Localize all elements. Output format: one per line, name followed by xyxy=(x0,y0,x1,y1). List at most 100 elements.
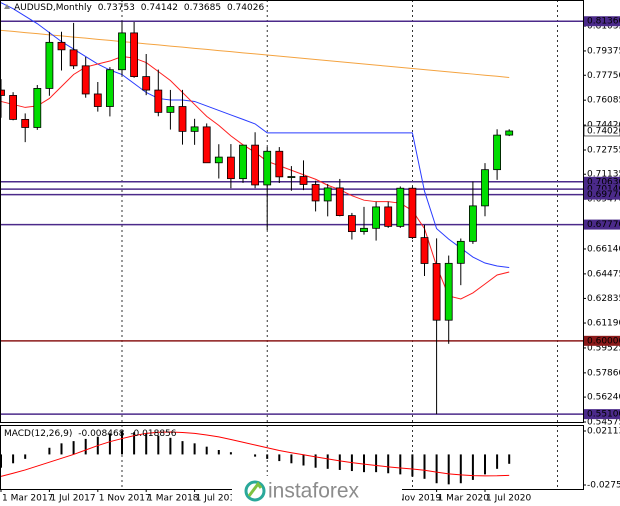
candle-body xyxy=(396,187,405,227)
x-tick-label: 1 Jul 2018 xyxy=(196,494,241,504)
candle-body xyxy=(21,118,30,128)
macd-signal-line xyxy=(0,431,510,477)
candle-body xyxy=(33,88,42,128)
candle-body xyxy=(57,41,66,51)
candle-body xyxy=(81,65,90,95)
header-icon xyxy=(4,4,10,9)
macd-y-tick-label: 0.021135 xyxy=(587,427,620,437)
candle-body xyxy=(505,130,514,136)
candle-body xyxy=(468,205,477,242)
y-tick-label: 0.72755 xyxy=(587,145,620,155)
candle-body xyxy=(372,206,381,229)
candle-body xyxy=(9,95,18,120)
chart-header: AUDUSD,Monthly 0.73753 0.74142 0.73685 0… xyxy=(14,3,264,13)
level-price-box xyxy=(584,184,620,195)
candle-body xyxy=(360,227,368,233)
x-tick-label: 1 Mar 2018 xyxy=(147,494,199,504)
header-low: 0.73685 xyxy=(184,3,221,13)
candle-body xyxy=(323,187,332,202)
macd-header: MACD(12,26,9) -0.008468 -0.018856 xyxy=(4,429,177,439)
candle-body xyxy=(311,184,320,202)
candle-body xyxy=(299,176,308,185)
y-tick-label: 0.64475 xyxy=(587,269,620,279)
x-tick-label: 1 Mar 2017 xyxy=(2,494,53,504)
candle-body xyxy=(432,263,441,321)
indicator-line xyxy=(0,29,510,79)
candle-body xyxy=(456,240,465,264)
candle-body xyxy=(130,32,139,78)
candle-body xyxy=(239,144,247,180)
level-price-box xyxy=(584,409,620,420)
candle-body xyxy=(202,126,211,164)
level-price-box xyxy=(584,335,620,346)
level-price-box xyxy=(584,189,620,200)
candle-body xyxy=(226,156,235,180)
candle-body xyxy=(420,237,429,264)
candle-body xyxy=(287,176,296,178)
y-tick-label: 0.76085 xyxy=(587,96,620,106)
header-open: 0.73753 xyxy=(98,3,135,13)
watermark-text: instaforex xyxy=(268,480,360,503)
candle-body xyxy=(481,169,489,207)
macd-signal-value: -0.018856 xyxy=(130,429,176,439)
candle-body xyxy=(251,144,260,186)
x-tick-label: 1 Nov 2017 xyxy=(99,494,151,504)
level-price-box xyxy=(584,16,620,27)
indicator-line xyxy=(0,2,510,269)
y-tick-label: 0.71135 xyxy=(587,170,620,180)
candle-body xyxy=(493,134,502,171)
candle-body xyxy=(45,41,54,89)
price-pane-border xyxy=(0,0,584,423)
candle-body xyxy=(93,93,102,107)
watermark: instaforex xyxy=(232,476,402,506)
candle-body xyxy=(69,49,78,67)
candle-body xyxy=(275,150,284,178)
bid-price-label: 0.74026 xyxy=(587,126,620,136)
candle-body xyxy=(335,187,344,217)
header-high: 0.74142 xyxy=(141,3,178,13)
macd-title: MACD(12,26,9) xyxy=(4,429,72,439)
header-close: 0.74026 xyxy=(227,3,264,13)
candle-body xyxy=(347,215,356,233)
candle-body xyxy=(214,156,223,164)
macd-value: -0.008468 xyxy=(78,429,124,439)
candle-body xyxy=(263,150,272,186)
candle-body xyxy=(118,32,126,71)
y-tick-label: 0.79375 xyxy=(587,46,620,56)
macd-y-tick-label: -0.027589 xyxy=(587,481,620,491)
y-tick-label: 0.54575 xyxy=(587,418,620,428)
candle-body xyxy=(408,187,417,238)
level-price-box xyxy=(584,176,620,187)
candle-body xyxy=(142,76,151,91)
level-price-box xyxy=(584,219,620,230)
watermark-logo xyxy=(244,480,266,502)
y-tick-label: 0.81035 xyxy=(587,22,620,32)
watermark-logo-mark xyxy=(247,481,263,497)
candle-body xyxy=(384,206,393,227)
x-tick-label: 1 Mar 2020 xyxy=(438,494,490,504)
x-tick-label: 1 Jul 2020 xyxy=(486,494,531,504)
candle-body xyxy=(154,89,163,113)
candle-body xyxy=(166,106,175,113)
candle-body xyxy=(444,262,453,321)
candle-body xyxy=(178,106,187,132)
y-tick-label: 0.59525 xyxy=(587,343,620,353)
candle-body xyxy=(106,69,114,107)
watermark-box xyxy=(232,476,402,506)
y-tick-label: 0.62835 xyxy=(587,294,620,304)
